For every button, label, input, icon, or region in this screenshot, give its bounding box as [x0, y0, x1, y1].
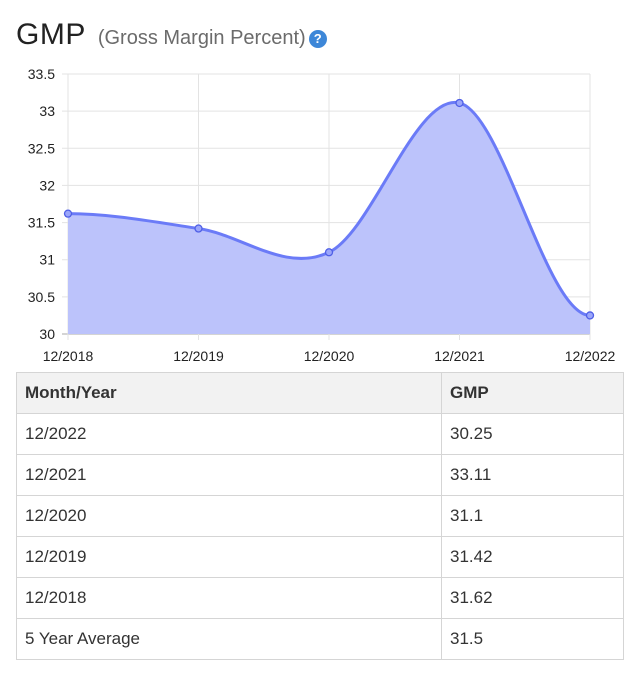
gmp-table: Month/Year GMP 12/2022 30.25 12/2021 33.… — [16, 372, 624, 660]
page-title: GMP — [16, 18, 86, 51]
data-point — [324, 248, 334, 257]
cell-value: 31.62 — [441, 577, 624, 619]
series-area-fill — [68, 102, 590, 334]
column-header-month-year: Month/Year — [16, 372, 442, 414]
data-point — [63, 209, 73, 218]
cell-value: 31.1 — [441, 495, 624, 537]
cell-period: 12/2021 — [16, 454, 442, 496]
x-tick-label: 12/2020 — [304, 348, 355, 364]
y-tick-label: 31.5 — [28, 215, 55, 231]
cell-value: 33.11 — [441, 454, 624, 496]
gmp-area-chart: 30 30.5 31 31.5 32 32.5 33 33.5 12/2018 12/2019 12… — [28, 66, 616, 364]
y-tick-label: 30.5 — [28, 289, 55, 305]
data-point — [585, 311, 595, 320]
y-tick-label: 31 — [39, 252, 55, 268]
table-row: 12/2022 30.25 — [16, 413, 624, 455]
x-tick-label: 12/2022 — [565, 348, 616, 364]
y-tick-label: 32 — [39, 177, 55, 193]
cell-period: 12/2022 — [16, 413, 442, 455]
table-header-row: Month/Year GMP — [16, 372, 624, 414]
cell-period: 12/2019 — [16, 536, 442, 578]
cell-period: 5 Year Average — [16, 618, 442, 660]
question-mark-icon[interactable]: ? — [308, 29, 327, 48]
table-row: 12/2020 31.1 — [16, 495, 624, 537]
table-row: 12/2021 33.11 — [16, 454, 624, 496]
cell-period: 12/2018 — [16, 577, 442, 619]
x-tick-label: 12/2018 — [43, 348, 94, 364]
table-row: 12/2018 31.62 — [16, 577, 624, 619]
y-tick-label: 33 — [39, 103, 55, 119]
cell-period: 12/2020 — [16, 495, 442, 537]
data-point — [455, 98, 464, 108]
data-point — [194, 224, 203, 233]
cell-value: 31.5 — [441, 618, 624, 660]
table-row: 12/2019 31.42 — [16, 536, 624, 578]
page-subtitle: (Gross Margin Percent) — [97, 27, 306, 49]
y-tick-label: 30 — [39, 326, 55, 342]
table-row-average: 5 Year Average 31.5 — [16, 618, 624, 660]
cell-value: 30.25 — [441, 413, 624, 455]
column-header-gmp: GMP — [441, 372, 624, 414]
y-tick-label: 33.5 — [28, 66, 55, 82]
x-tick-label: 12/2019 — [173, 348, 224, 364]
series-line — [67, 101, 591, 317]
chart-header: GMP (Gross Margin Percent) ? — [16, 18, 327, 62]
x-tick-label: 12/2021 — [434, 348, 485, 364]
y-tick-label: 32.5 — [28, 140, 55, 156]
cell-value: 31.42 — [441, 536, 624, 578]
